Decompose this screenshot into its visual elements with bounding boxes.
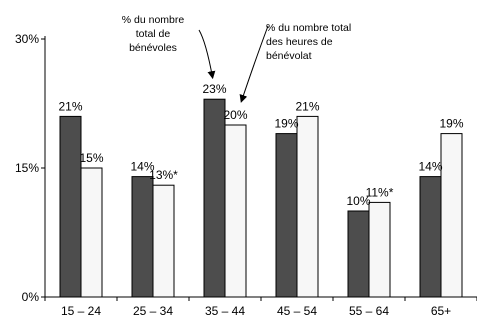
bar-value-label: 21%: [58, 99, 82, 113]
bars: [59, 98, 463, 298]
bar: [152, 184, 175, 298]
bar: [440, 133, 463, 298]
bar: [59, 115, 82, 298]
bar-value-label: 19%: [439, 117, 463, 131]
annotation-line: des heures de: [266, 36, 333, 48]
bar-value-label: 15%: [79, 151, 103, 165]
annotation-series-volunteers: % du nombre total de bénévoles: [108, 13, 198, 55]
x-tick-label: 25 – 34: [133, 304, 173, 318]
bar-value-label: 19%: [274, 117, 298, 131]
annotation-line: bénévolat: [266, 50, 312, 62]
bar-value-label: 14%: [418, 160, 442, 174]
x-tick-label: 35 – 44: [205, 304, 245, 318]
bar: [347, 210, 370, 298]
annotation-arrow: [239, 25, 269, 103]
bar-value-label: 11%*: [366, 185, 394, 199]
bar-value-label: 23%: [202, 82, 226, 96]
y-tick-label: 30%: [15, 32, 39, 46]
bar: [203, 98, 226, 298]
y-tick-label: 0%: [22, 290, 40, 304]
bar: [275, 133, 298, 298]
bar: [296, 115, 319, 298]
bar-value-label: 20%: [223, 108, 247, 122]
axes: 0% 15% 30% 15 – 24 25 – 34 35 – 44 45 – 54 55 –…: [15, 32, 477, 318]
annotation-arrow: [198, 29, 216, 80]
bar: [419, 176, 442, 298]
annotation-series-hours: % du nombre total des heures de bénévola…: [266, 21, 376, 63]
bar: [224, 124, 247, 298]
bar: [80, 167, 103, 298]
x-tick-label: 45 – 54: [277, 304, 317, 318]
bar-value-label: 14%: [130, 160, 154, 174]
bar-value-label: 21%: [295, 99, 319, 113]
annotation-line: % du nombre total: [266, 22, 352, 34]
y-tick-label: 15%: [15, 161, 39, 175]
data-labels: 21%15%14%13%*23%20%19%21%10%11%*14%19%: [58, 82, 463, 208]
bar-value-label: 10%: [346, 194, 370, 208]
x-tick-label: 55 – 64: [349, 304, 389, 318]
annotation-line: total de: [135, 28, 171, 40]
annotation-line: % du nombre: [121, 14, 185, 26]
annotation-line: bénévoles: [129, 42, 177, 54]
x-tick-label: 15 – 24: [61, 304, 101, 318]
bar: [368, 201, 391, 298]
bar-value-label: 13%*: [149, 168, 178, 182]
bar: [131, 176, 154, 298]
annotation-arrows: [198, 25, 269, 103]
x-tick-label: 65+: [431, 304, 451, 318]
